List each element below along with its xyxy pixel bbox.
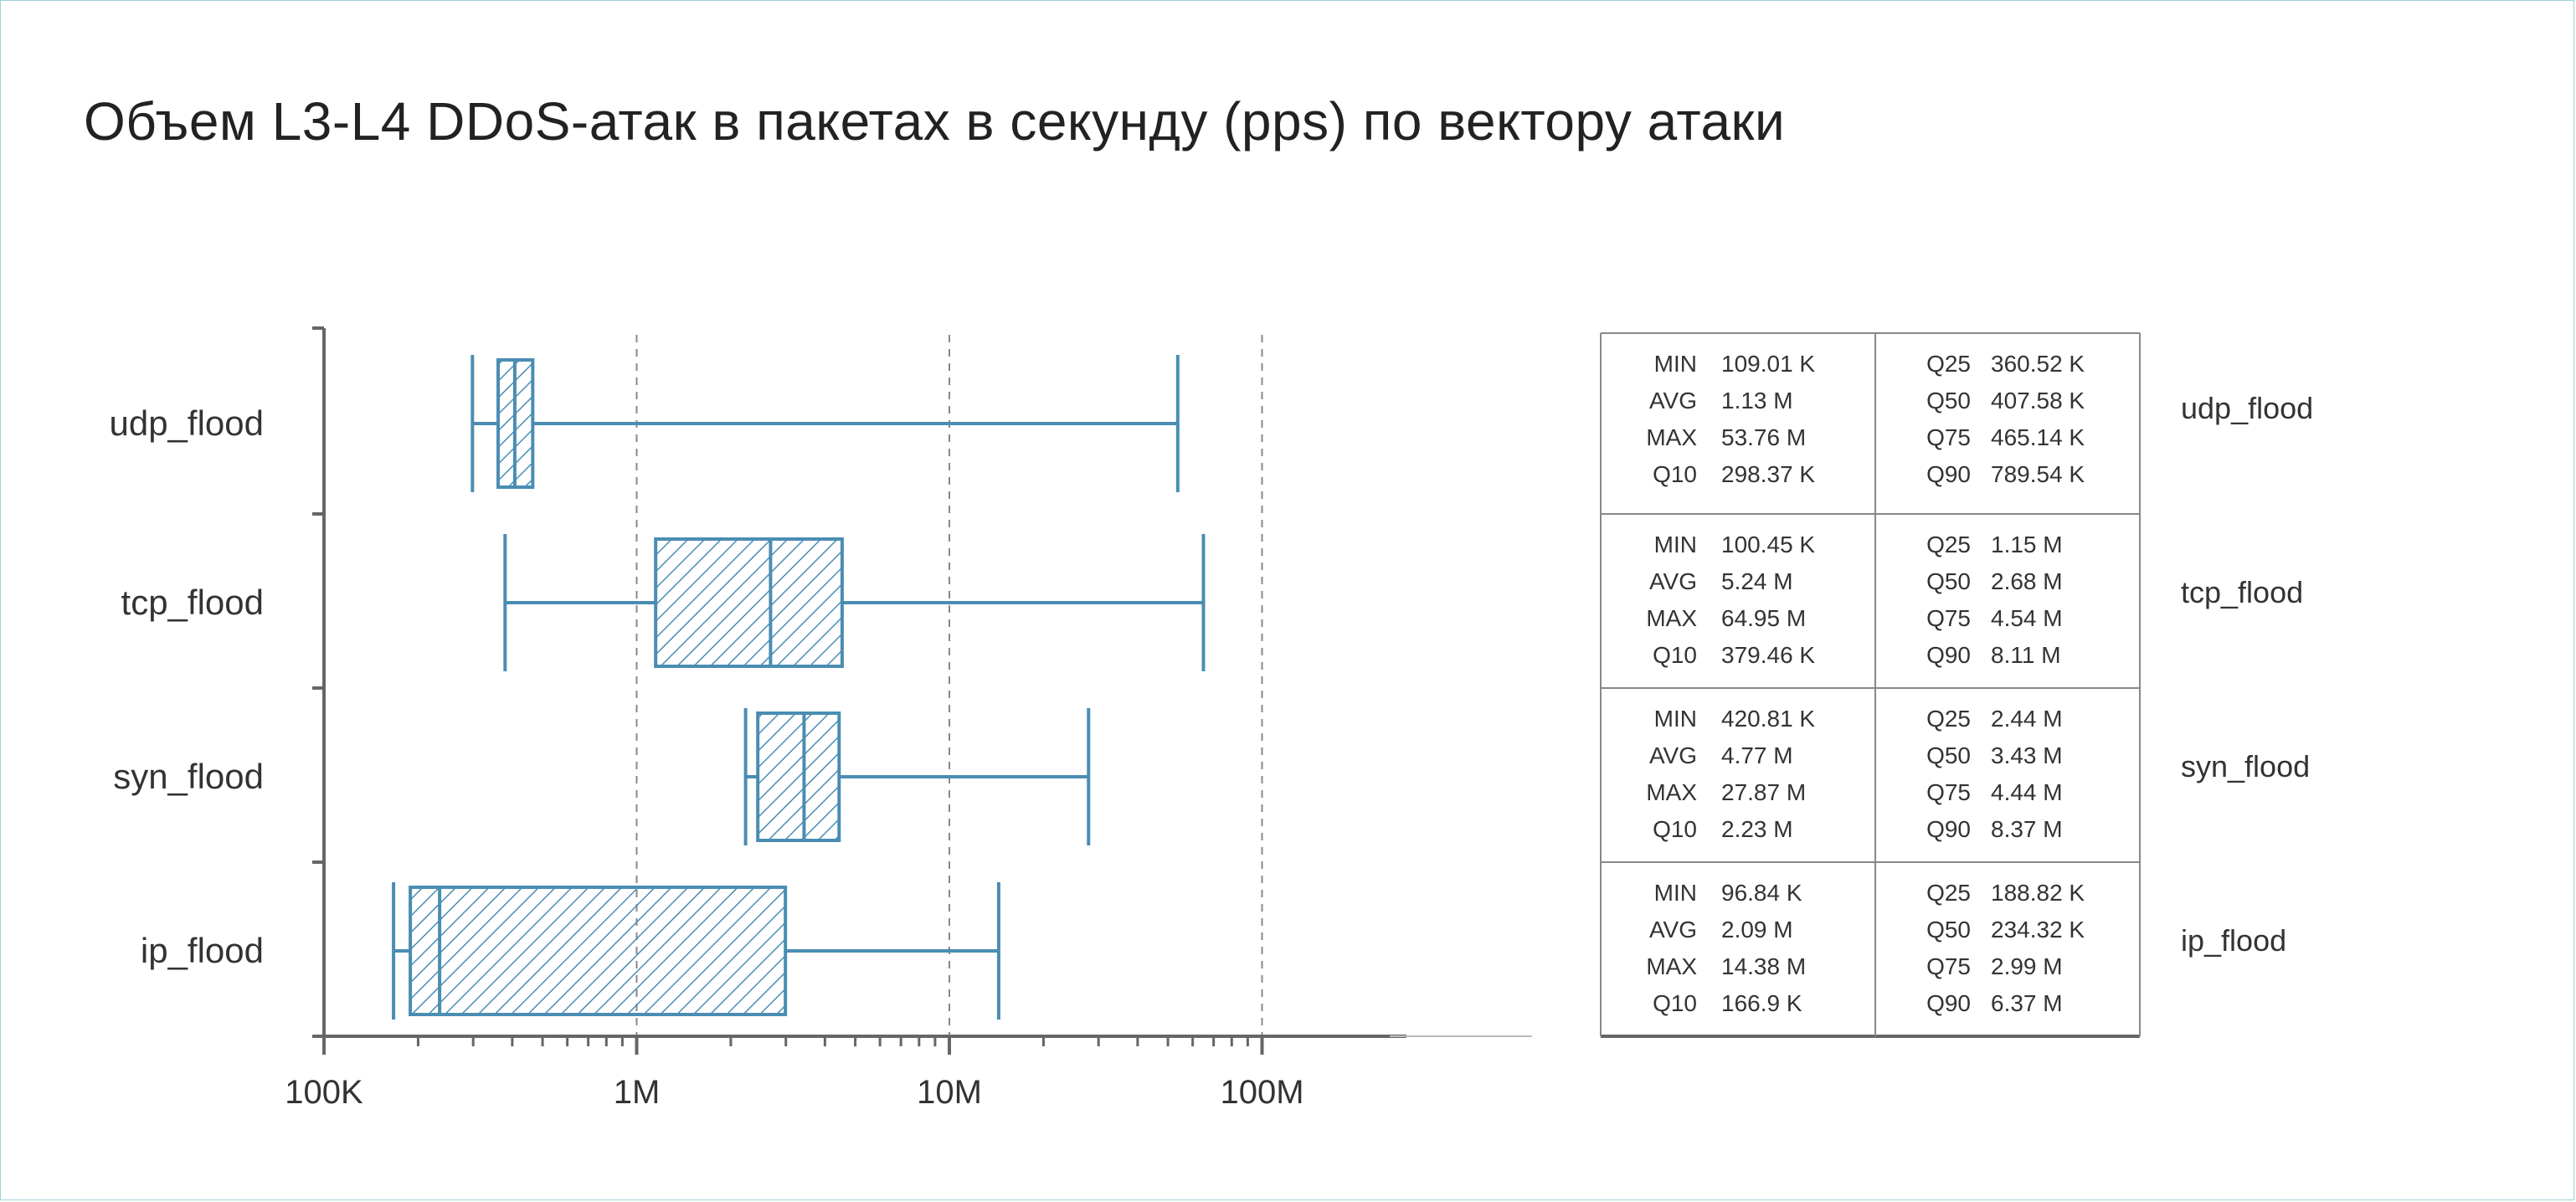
stat-label: MIN — [1654, 532, 1697, 557]
stat-value: 2.23 M — [1721, 816, 1793, 842]
stat-label: Q90 — [1926, 990, 1971, 1016]
stat-value: 14.38 M — [1721, 953, 1806, 979]
stat-label: AVG — [1649, 917, 1697, 943]
stat-value: 379.46 K — [1721, 642, 1815, 668]
category-label: ip_flood — [141, 931, 264, 970]
stat-label: Q50 — [1926, 742, 1971, 768]
category-label: tcp_flood — [121, 583, 264, 622]
category-label: udp_flood — [109, 403, 264, 443]
stat-value: 1.15 M — [1991, 532, 2063, 557]
stat-label: Q90 — [1926, 816, 1971, 842]
box-iqr — [654, 537, 844, 668]
stat-value: 1.13 M — [1721, 388, 1793, 414]
stat-label: Q90 — [1926, 642, 1971, 668]
stat-value: 234.32 K — [1991, 917, 2085, 943]
stat-label: Q10 — [1653, 642, 1697, 668]
stat-value: 53.76 M — [1721, 424, 1806, 450]
stat-value: 2.68 M — [1991, 568, 2063, 594]
stat-label: Q75 — [1926, 953, 1971, 979]
stat-value: 188.82 K — [1991, 880, 2085, 906]
stat-label: Q75 — [1926, 605, 1971, 631]
table-row-label: syn_flood — [2181, 749, 2310, 783]
stat-label: MAX — [1646, 605, 1697, 631]
stat-label: Q50 — [1926, 388, 1971, 414]
chart-title: Объем L3-L4 DDoS-атак в пакетах в секунд… — [84, 91, 1786, 152]
stat-value: 109.01 K — [1721, 351, 1815, 377]
stat-label: MIN — [1654, 351, 1697, 377]
category-label: syn_flood — [113, 757, 264, 796]
x-tick-label: 100M — [1220, 1074, 1303, 1111]
stat-label: MIN — [1654, 880, 1697, 906]
stat-label: AVG — [1649, 742, 1697, 768]
stat-value: 8.11 M — [1991, 642, 2061, 668]
stat-label: Q75 — [1926, 424, 1971, 450]
stat-label: Q50 — [1926, 568, 1971, 594]
stat-value: 4.44 M — [1991, 779, 2063, 805]
stat-value: 100.45 K — [1721, 532, 1815, 557]
stat-label: MAX — [1646, 779, 1697, 805]
stat-value: 6.37 M — [1991, 990, 2063, 1016]
stat-label: MAX — [1646, 424, 1697, 450]
stat-value: 789.54 K — [1991, 461, 2085, 487]
stat-label: Q25 — [1926, 532, 1971, 557]
stat-label: Q50 — [1926, 917, 1971, 943]
stat-label: Q75 — [1926, 779, 1971, 805]
stat-value: 420.81 K — [1721, 706, 1815, 732]
table-row-label: tcp_flood — [2181, 575, 2303, 609]
stat-value: 166.9 K — [1721, 990, 1802, 1016]
stat-value: 407.58 K — [1991, 388, 2085, 414]
stat-label: AVG — [1649, 568, 1697, 594]
stat-label: Q10 — [1653, 990, 1697, 1016]
stat-label: Q25 — [1926, 706, 1971, 732]
stat-value: 2.44 M — [1991, 706, 2063, 732]
table-row-label: udp_flood — [2181, 391, 2313, 425]
stat-value: 465.14 K — [1991, 424, 2085, 450]
stat-label: Q25 — [1926, 880, 1971, 906]
stat-label: Q90 — [1926, 461, 1971, 487]
box-iqr — [409, 886, 788, 1016]
box-iqr — [756, 711, 841, 842]
stat-value: 4.77 M — [1721, 742, 1793, 768]
stat-value: 8.37 M — [1991, 816, 2063, 842]
stat-value: 5.24 M — [1721, 568, 1793, 594]
table-row-label: ip_flood — [2181, 923, 2286, 958]
stat-value: 4.54 M — [1991, 605, 2063, 631]
x-tick-label: 1M — [614, 1074, 661, 1111]
stat-label: Q10 — [1653, 461, 1697, 487]
stat-value: 360.52 K — [1991, 351, 2085, 377]
stat-label: AVG — [1649, 388, 1697, 414]
stat-value: 27.87 M — [1721, 779, 1806, 805]
x-tick-label: 10M — [917, 1074, 982, 1111]
x-tick-label: 100K — [285, 1074, 363, 1111]
stat-label: Q10 — [1653, 816, 1697, 842]
stat-value: 298.37 K — [1721, 461, 1815, 487]
stat-value: 64.95 M — [1721, 605, 1806, 631]
stat-value: 96.84 K — [1721, 880, 1802, 906]
stat-value: 2.09 M — [1721, 917, 1793, 943]
stat-label: MAX — [1646, 953, 1697, 979]
stat-label: Q25 — [1926, 351, 1971, 377]
stat-label: MIN — [1654, 706, 1697, 732]
stat-value: 2.99 M — [1991, 953, 2063, 979]
stat-value: 3.43 M — [1991, 742, 2063, 768]
